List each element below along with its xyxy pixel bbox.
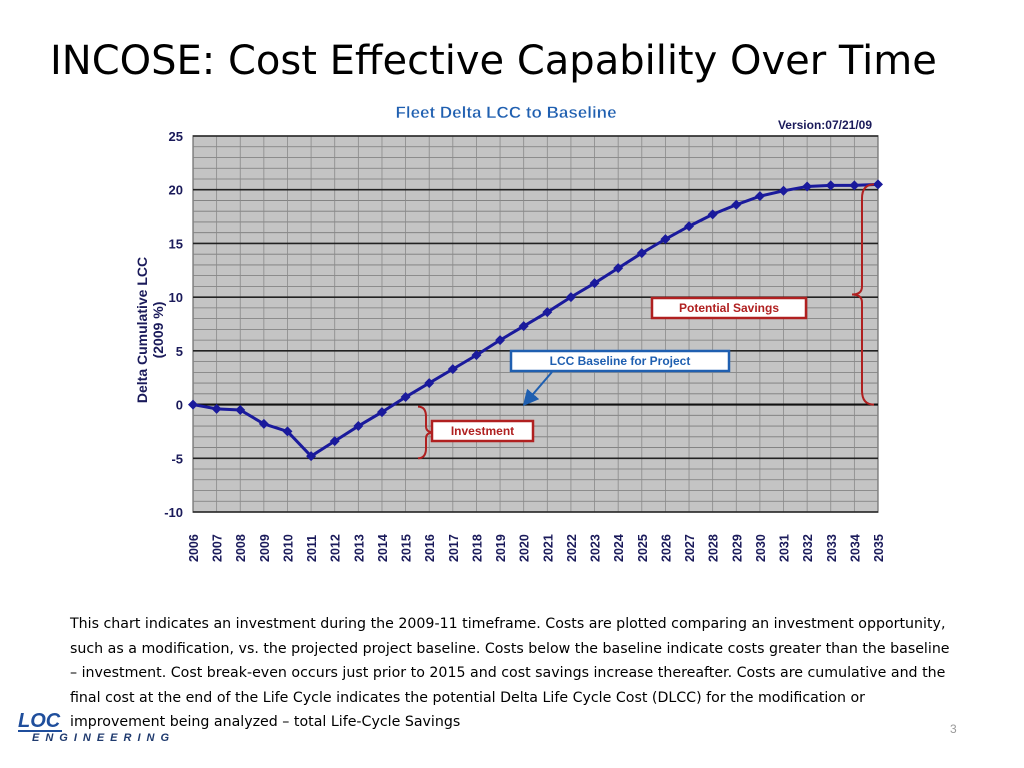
investment-box bbox=[430, 419, 535, 443]
data-point bbox=[376, 407, 387, 418]
x-tick-label: 2031 bbox=[778, 534, 792, 562]
y-tick-label: 0 bbox=[176, 398, 183, 413]
data-point bbox=[754, 191, 765, 202]
data-point bbox=[684, 221, 695, 232]
logo-underline bbox=[18, 730, 62, 732]
data-point bbox=[589, 278, 600, 289]
y-tick-label: -5 bbox=[171, 451, 183, 466]
x-tick-label: 2035 bbox=[872, 534, 886, 562]
data-point bbox=[873, 179, 883, 190]
x-tick-label: 2010 bbox=[281, 534, 295, 562]
y-tick-label: -10 bbox=[164, 505, 183, 520]
data-point bbox=[306, 451, 317, 462]
x-tick-label: 2013 bbox=[352, 534, 366, 562]
logo-wordmark: LOC bbox=[18, 710, 61, 732]
x-tick-label: 2030 bbox=[754, 534, 768, 562]
y-tick-label: 20 bbox=[169, 183, 183, 198]
x-tick-label: 2023 bbox=[589, 534, 603, 562]
x-tick-label: 2015 bbox=[400, 534, 414, 562]
x-tick-label: 2026 bbox=[659, 534, 673, 562]
investment-label: Investment bbox=[451, 424, 514, 438]
data-point bbox=[849, 180, 860, 191]
plot-area bbox=[192, 135, 879, 513]
chart-caption: This chart indicates an investment durin… bbox=[70, 616, 950, 730]
x-tick-label: 2027 bbox=[683, 534, 697, 562]
x-tick-label: 2017 bbox=[447, 534, 461, 562]
data-point bbox=[282, 426, 293, 437]
data-point bbox=[518, 321, 529, 332]
data-point bbox=[542, 307, 553, 318]
x-tick-label: 2008 bbox=[234, 534, 248, 562]
data-point bbox=[353, 421, 364, 432]
company-logo: LOC ENGINEERING bbox=[18, 710, 178, 750]
savings-bracket bbox=[851, 183, 875, 406]
x-tick-label: 2022 bbox=[565, 534, 579, 562]
x-tick-label: 2024 bbox=[612, 534, 626, 562]
baseline-arrow bbox=[522, 371, 553, 407]
data-point bbox=[211, 403, 222, 414]
data-point bbox=[660, 234, 671, 245]
data-point bbox=[636, 248, 647, 259]
x-tick-label: 2032 bbox=[801, 534, 815, 562]
y-tick-label: 10 bbox=[169, 290, 183, 305]
data-point bbox=[613, 263, 624, 274]
chart-version: Version:07/21/09 bbox=[778, 118, 872, 132]
lcc-baseline-label: LCC Baseline for Project bbox=[550, 354, 691, 368]
x-tick-label: 2033 bbox=[825, 534, 839, 562]
data-point bbox=[731, 199, 742, 210]
data-point bbox=[707, 209, 718, 220]
x-tick-label: 2006 bbox=[187, 534, 201, 562]
chart-title: Fleet Delta LCC to Baseline bbox=[395, 103, 616, 122]
x-tick-label: 2028 bbox=[707, 534, 721, 562]
x-tick-label: 2012 bbox=[329, 534, 343, 562]
x-tick-label: 2019 bbox=[494, 534, 508, 562]
slide-title: INCOSE: Cost Effective Capability Over T… bbox=[50, 38, 937, 84]
data-point bbox=[802, 181, 813, 192]
data-point bbox=[471, 350, 482, 361]
data-point bbox=[825, 180, 836, 191]
x-tick-label: 2011 bbox=[305, 535, 319, 562]
y-axis-label: Delta Cumulative LCC(2009 %) bbox=[134, 257, 166, 403]
potential-savings-label: Potential Savings bbox=[679, 301, 779, 315]
data-point bbox=[235, 404, 246, 415]
x-tick-label: 2029 bbox=[730, 534, 744, 562]
x-tick-label: 2007 bbox=[211, 534, 225, 562]
data-point bbox=[565, 292, 576, 303]
x-tick-label: 2014 bbox=[376, 534, 390, 562]
data-point bbox=[778, 185, 789, 196]
y-tick-label: 15 bbox=[169, 236, 183, 251]
y-tick-label: 5 bbox=[176, 344, 183, 359]
x-tick-label: 2016 bbox=[423, 534, 437, 562]
x-tick-label: 2034 bbox=[848, 534, 862, 562]
data-point bbox=[329, 436, 340, 447]
data-point bbox=[188, 399, 198, 410]
lcc-baseline-box bbox=[509, 349, 731, 373]
data-point bbox=[400, 392, 411, 403]
potential-savings-box bbox=[650, 296, 808, 320]
data-point bbox=[495, 335, 506, 346]
x-tick-label: 2009 bbox=[258, 534, 272, 562]
data-point bbox=[447, 364, 458, 375]
data-point bbox=[424, 378, 435, 389]
x-tick-label: 2018 bbox=[470, 534, 484, 562]
data-point bbox=[258, 418, 269, 429]
y-tick-label: 25 bbox=[169, 129, 183, 144]
logo-subtitle: ENGINEERING bbox=[32, 732, 176, 744]
x-tick-label: 2025 bbox=[636, 534, 650, 562]
x-tick-label: 2021 bbox=[541, 534, 555, 562]
page-number: 3 bbox=[950, 722, 957, 736]
x-tick-label: 2020 bbox=[518, 534, 532, 562]
